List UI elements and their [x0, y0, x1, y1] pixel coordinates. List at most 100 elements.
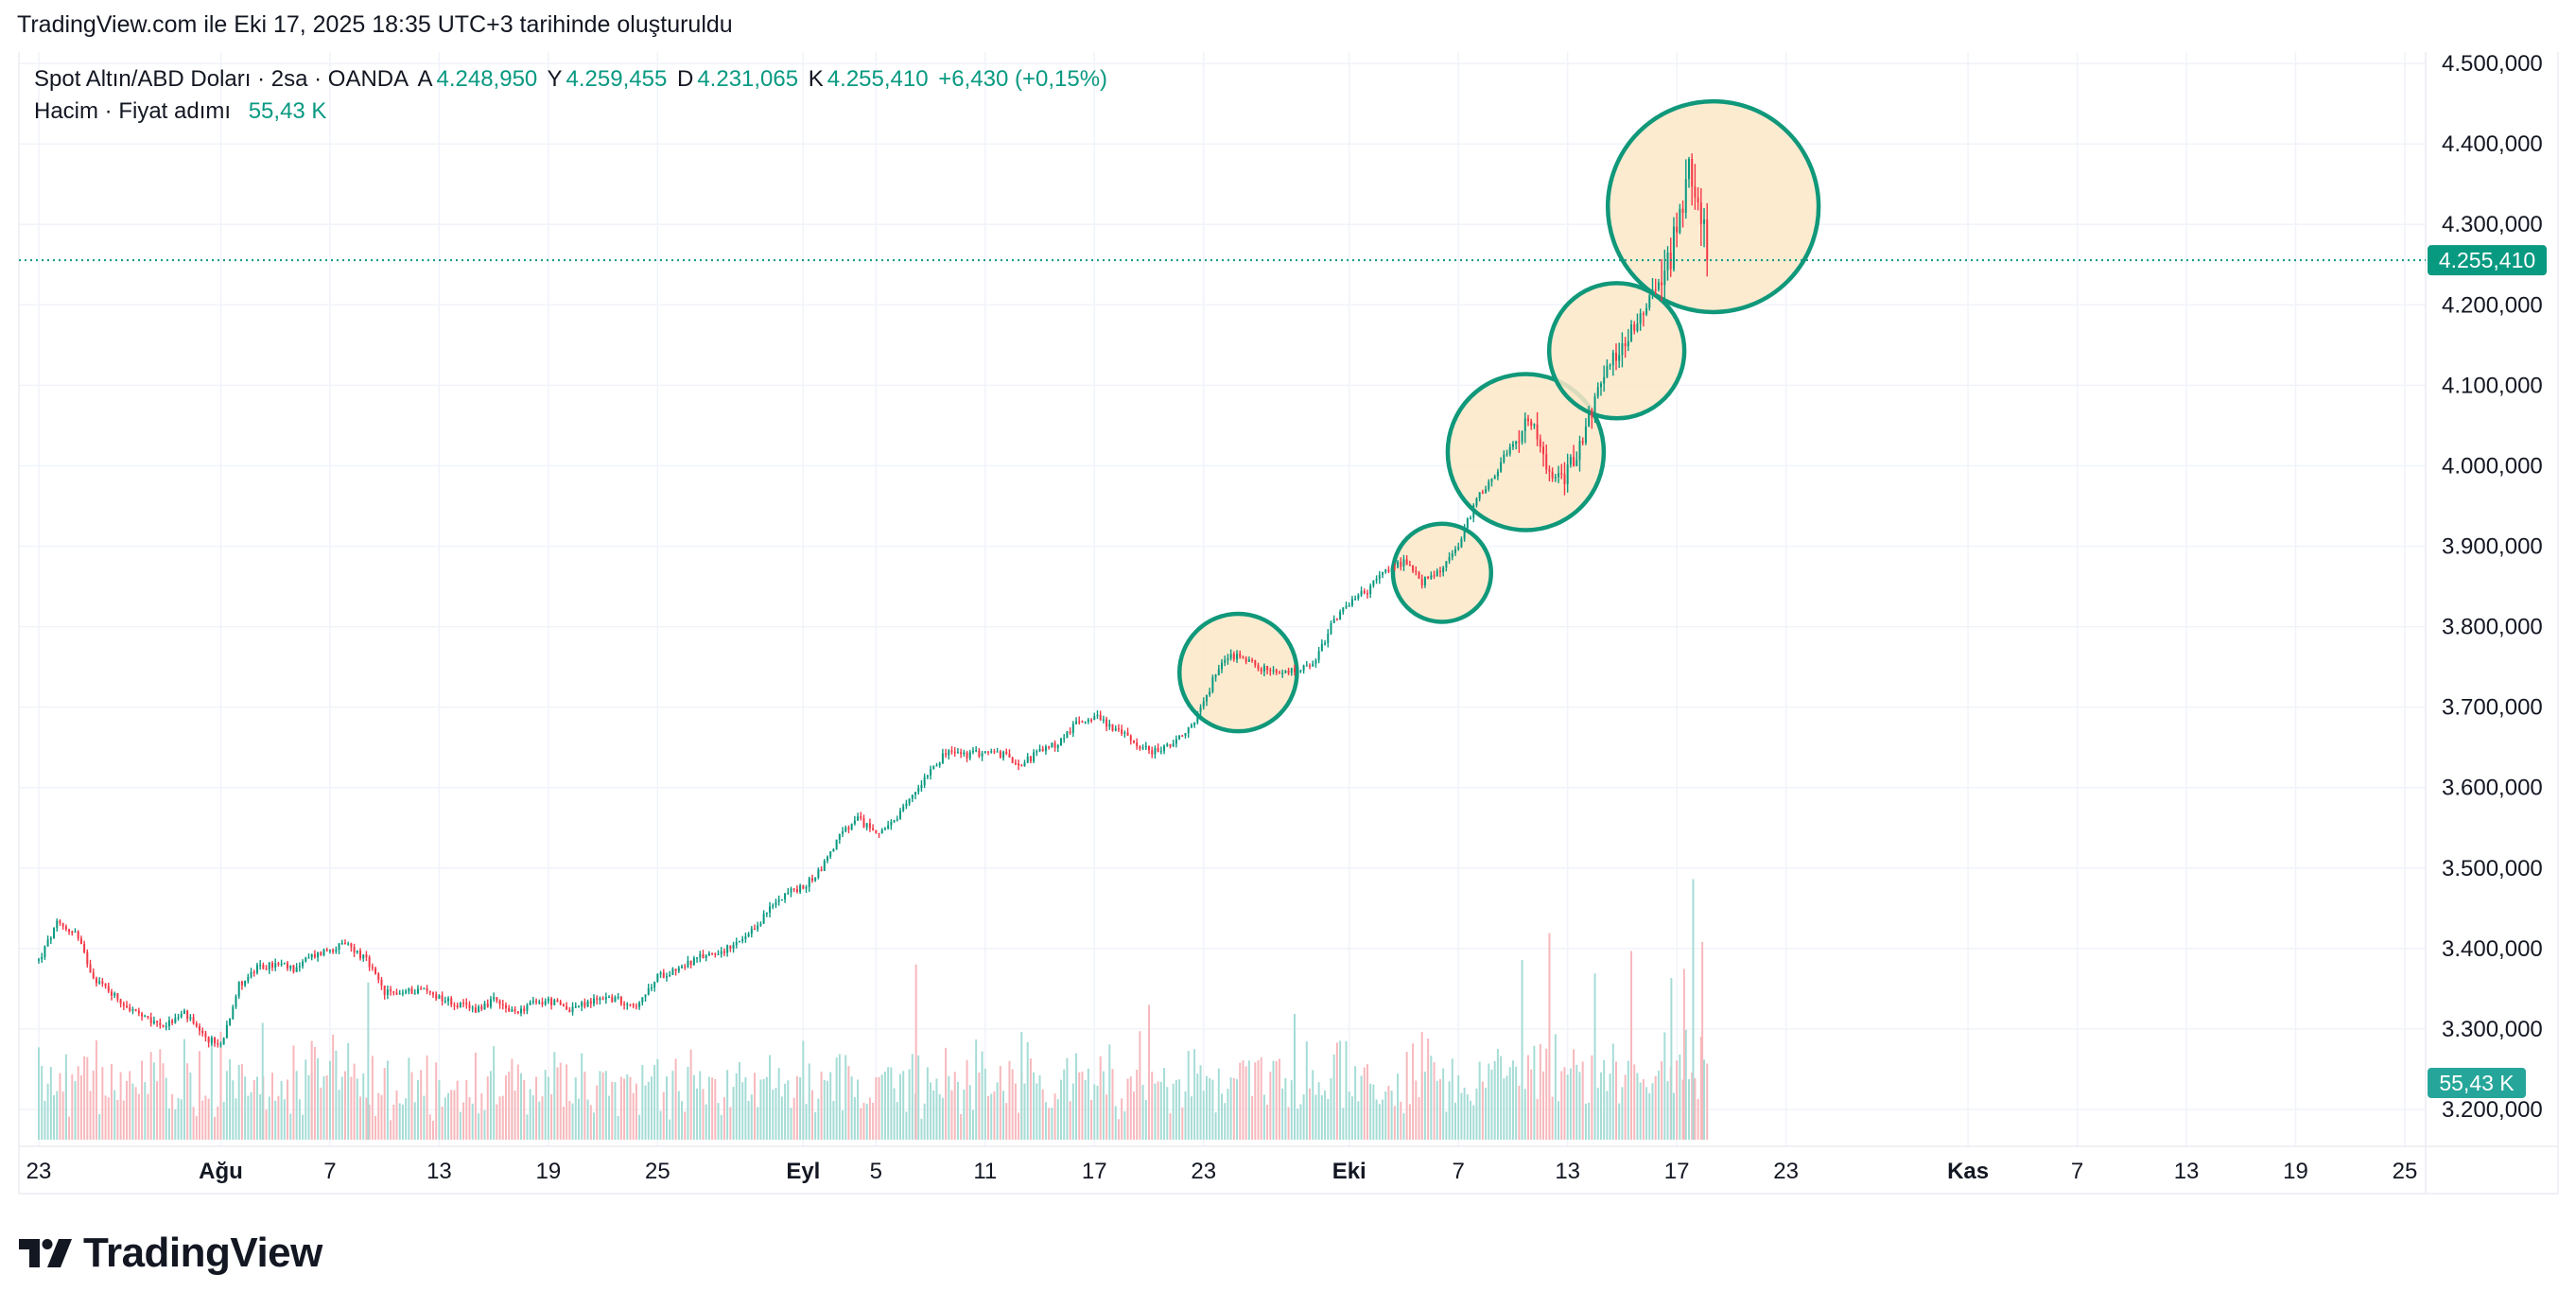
- volume-bar: [577, 1098, 580, 1140]
- volume-bar: [541, 1096, 544, 1140]
- candle-body: [629, 1004, 632, 1005]
- volume-bar: [920, 1118, 923, 1140]
- candle-body: [1566, 464, 1569, 484]
- volume-bar: [144, 1082, 147, 1140]
- candle-body: [1593, 396, 1596, 418]
- volume-bar: [589, 1105, 592, 1140]
- candle-body: [1448, 556, 1451, 562]
- candle-body: [1503, 454, 1506, 463]
- candle-body: [953, 751, 956, 754]
- volume-bar: [619, 1076, 622, 1140]
- candle-body: [493, 997, 496, 1000]
- volume-bar: [1242, 1060, 1244, 1140]
- candle-body: [1202, 701, 1205, 707]
- volume-bar: [1360, 1075, 1363, 1140]
- candle-body: [1545, 454, 1548, 470]
- candle-body: [1457, 547, 1460, 550]
- symbol-name[interactable]: Spot Altın/ABD Doları · 2sa · OANDA: [34, 66, 409, 92]
- volume-bar: [1366, 1064, 1368, 1140]
- symbol-legend[interactable]: Spot Altın/ABD Doları · 2sa · OANDA A 4.2…: [34, 66, 1111, 93]
- candle-body: [829, 851, 832, 857]
- volume-bar: [504, 1074, 507, 1140]
- volume-bar: [956, 1081, 959, 1140]
- volume-bar: [1105, 1094, 1108, 1140]
- candle-body: [252, 971, 255, 973]
- candle-body: [496, 997, 498, 1001]
- candle-body: [1430, 575, 1433, 579]
- volume-bar: [817, 1098, 820, 1140]
- candle-body: [589, 1001, 592, 1004]
- candle-body: [1175, 739, 1177, 744]
- candle-body: [726, 945, 729, 953]
- volume-bar: [1445, 1111, 1448, 1140]
- volume-bar: [1014, 1083, 1017, 1140]
- candle-body: [395, 992, 398, 995]
- candle-body: [1132, 741, 1135, 743]
- volume-bar: [489, 1071, 492, 1140]
- volume-bar: [1232, 1077, 1235, 1140]
- candle-body: [365, 954, 368, 958]
- candle-body: [1369, 585, 1372, 595]
- volume-bar: [1539, 1043, 1541, 1140]
- volume-bar: [44, 1100, 46, 1140]
- volume-bar: [1448, 1081, 1451, 1140]
- candle-body: [1636, 323, 1639, 331]
- volume-bar: [131, 1083, 134, 1140]
- candle-body: [386, 989, 389, 995]
- candle-body: [857, 816, 860, 821]
- volume-bar: [1470, 1100, 1472, 1140]
- volume-bar: [98, 1113, 101, 1140]
- candle-body: [687, 960, 689, 968]
- volume-bar: [1703, 1059, 1706, 1140]
- candle-body: [1681, 208, 1684, 213]
- candle-body: [735, 941, 738, 946]
- volume-bar: [280, 1081, 283, 1140]
- candle-body: [744, 935, 747, 939]
- volume-bar: [990, 1093, 993, 1140]
- volume-bar: [1209, 1077, 1211, 1140]
- candle-body: [235, 996, 237, 1007]
- volume-bar: [356, 1078, 358, 1140]
- candle-body: [137, 1010, 140, 1014]
- volume-bar: [465, 1080, 468, 1140]
- volume-bar: [1542, 1071, 1545, 1140]
- volume-spike: [1630, 951, 1633, 1140]
- y-tick-label: 3.500,000: [2442, 856, 2543, 881]
- volume-bar: [547, 1076, 549, 1140]
- volume-bar: [814, 1111, 817, 1140]
- volume-bar: [1033, 1072, 1036, 1140]
- x-tick-label: 17: [1664, 1159, 1690, 1184]
- candle-body: [1453, 549, 1456, 554]
- volume-bar: [1297, 1108, 1299, 1140]
- candle-body: [987, 751, 990, 753]
- candle-body: [371, 967, 374, 969]
- candle-body: [204, 1033, 207, 1038]
- volume-label[interactable]: Hacim · Fiyat adımı: [34, 98, 232, 124]
- volume-bar: [1475, 1088, 1478, 1140]
- volume-bar: [614, 1082, 617, 1140]
- volume-bar: [1260, 1056, 1262, 1140]
- volume-bar: [287, 1079, 289, 1140]
- candle-body: [92, 972, 95, 979]
- candle-body: [1038, 748, 1041, 752]
- candle-body: [999, 751, 1001, 759]
- candle-body: [435, 994, 438, 999]
- tradingview-logo[interactable]: TradingView: [19, 1230, 322, 1277]
- volume-bar: [1506, 1075, 1508, 1140]
- volume-bar: [129, 1071, 131, 1140]
- volume-legend[interactable]: Hacim · Fiyat adımı 55,43 K: [34, 98, 330, 125]
- volume-bar: [180, 1099, 183, 1140]
- x-tick-label: 7: [1453, 1159, 1465, 1184]
- volume-bar: [1048, 1108, 1051, 1140]
- candle-body: [905, 803, 908, 807]
- volume-bar: [681, 1101, 684, 1140]
- candle-body: [844, 828, 847, 832]
- candle-body: [1108, 724, 1111, 727]
- candle-body: [553, 1000, 556, 1005]
- volume-bar: [1672, 1092, 1675, 1140]
- volume-bar: [486, 1076, 489, 1140]
- volume-bar: [641, 1064, 644, 1140]
- volume-bar: [684, 1111, 687, 1140]
- volume-bar: [252, 1079, 255, 1140]
